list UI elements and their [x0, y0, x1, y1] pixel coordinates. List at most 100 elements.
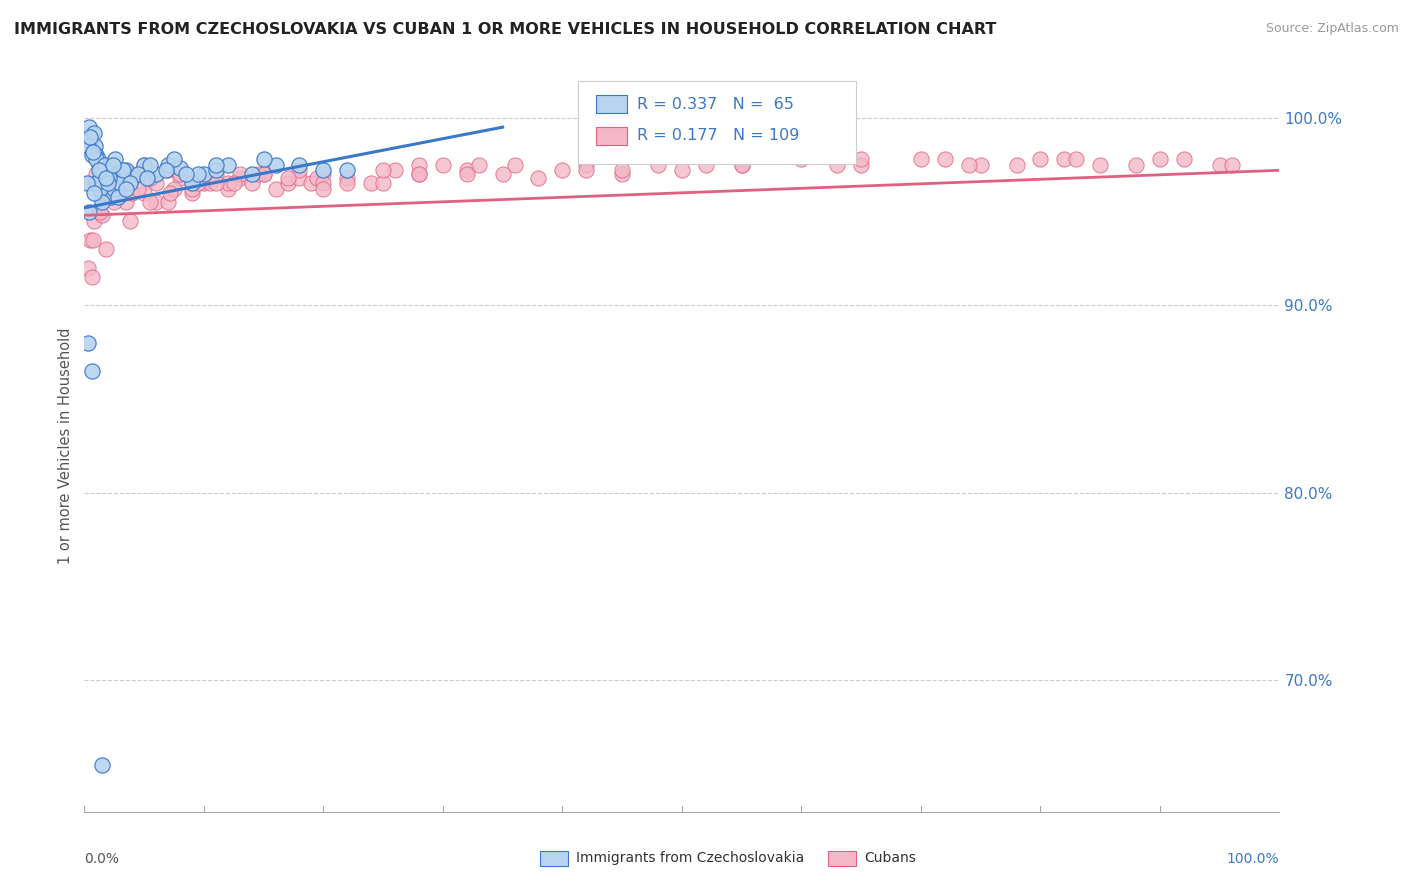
Point: [408, 158, 430, 172]
Point: [456, 167, 478, 181]
Point: [104, 152, 127, 166]
Point: [103, 170, 125, 185]
Point: [107, 189, 129, 203]
Point: [277, 177, 299, 191]
Point: [181, 177, 204, 191]
Point: [851, 152, 873, 166]
Point: [121, 167, 143, 181]
Point: [100, 189, 122, 203]
Point: [115, 163, 138, 178]
Point: [205, 167, 228, 181]
Point: [1209, 158, 1232, 172]
Point: [612, 167, 634, 181]
Point: [111, 163, 134, 178]
Point: [301, 177, 323, 191]
Point: [910, 152, 932, 166]
Point: [205, 177, 228, 191]
Point: [87, 204, 110, 219]
Point: [198, 177, 221, 191]
Point: [551, 163, 574, 178]
Point: [240, 177, 263, 191]
Point: [101, 158, 124, 172]
Point: [373, 177, 395, 191]
Point: [118, 214, 141, 228]
Point: [307, 170, 329, 185]
Point: [107, 167, 129, 181]
Point: [647, 158, 669, 172]
Point: [103, 182, 125, 196]
Text: R = 0.337   N =  65: R = 0.337 N = 65: [637, 97, 794, 112]
Point: [139, 158, 162, 172]
Point: [103, 195, 125, 210]
Point: [121, 186, 143, 200]
Point: [1149, 152, 1171, 166]
Point: [193, 177, 215, 191]
Point: [851, 158, 873, 172]
Point: [157, 163, 180, 178]
Point: [222, 177, 245, 191]
Point: [89, 182, 111, 196]
Point: [1220, 158, 1243, 172]
Point: [503, 158, 526, 172]
Point: [91, 757, 114, 772]
Point: [163, 152, 186, 166]
Point: [90, 163, 112, 178]
Point: [86, 152, 108, 166]
Point: [86, 167, 108, 181]
Point: [1005, 158, 1028, 172]
Point: [139, 195, 162, 210]
Point: [86, 177, 108, 191]
Point: [193, 167, 215, 181]
Point: [731, 158, 754, 172]
Point: [1029, 152, 1052, 166]
Point: [492, 167, 515, 181]
Point: [205, 158, 228, 172]
Point: [91, 186, 114, 200]
Point: [110, 177, 132, 191]
Point: [91, 170, 114, 185]
Text: Immigrants from Czechoslovakia: Immigrants from Czechoslovakia: [576, 851, 804, 865]
Point: [107, 167, 129, 181]
Point: [174, 167, 197, 181]
Point: [80, 148, 103, 162]
Point: [94, 170, 117, 185]
Point: [94, 242, 117, 256]
Point: [118, 177, 141, 191]
Point: [456, 163, 478, 178]
Point: [80, 270, 103, 285]
Point: [970, 158, 993, 172]
Point: [97, 177, 120, 191]
Point: [145, 167, 167, 181]
Point: [336, 170, 359, 185]
Point: [80, 364, 103, 378]
Point: [264, 182, 287, 196]
Point: [97, 186, 120, 200]
Point: [240, 167, 263, 181]
Point: [89, 204, 111, 219]
Point: [288, 163, 311, 178]
Point: [159, 186, 181, 200]
Point: [336, 177, 359, 191]
Point: [79, 233, 101, 247]
Point: [790, 152, 813, 166]
Point: [98, 170, 121, 185]
Point: [83, 214, 105, 228]
Point: [1173, 152, 1195, 166]
Point: [671, 163, 693, 178]
Point: [87, 163, 110, 178]
Point: [217, 182, 239, 196]
Point: [93, 167, 115, 181]
Point: [94, 177, 117, 191]
Point: [115, 182, 138, 196]
Text: Source: ZipAtlas.com: Source: ZipAtlas.com: [1265, 22, 1399, 36]
Point: [575, 163, 598, 178]
Point: [312, 163, 335, 178]
Point: [229, 167, 252, 181]
Point: [229, 170, 252, 185]
Point: [86, 177, 108, 191]
Point: [336, 163, 359, 178]
Text: IMMIGRANTS FROM CZECHOSLOVAKIA VS CUBAN 1 OR MORE VEHICLES IN HOUSEHOLD CORRELAT: IMMIGRANTS FROM CZECHOSLOVAKIA VS CUBAN …: [14, 22, 997, 37]
Point: [288, 170, 311, 185]
Point: [157, 195, 180, 210]
Point: [373, 163, 395, 178]
